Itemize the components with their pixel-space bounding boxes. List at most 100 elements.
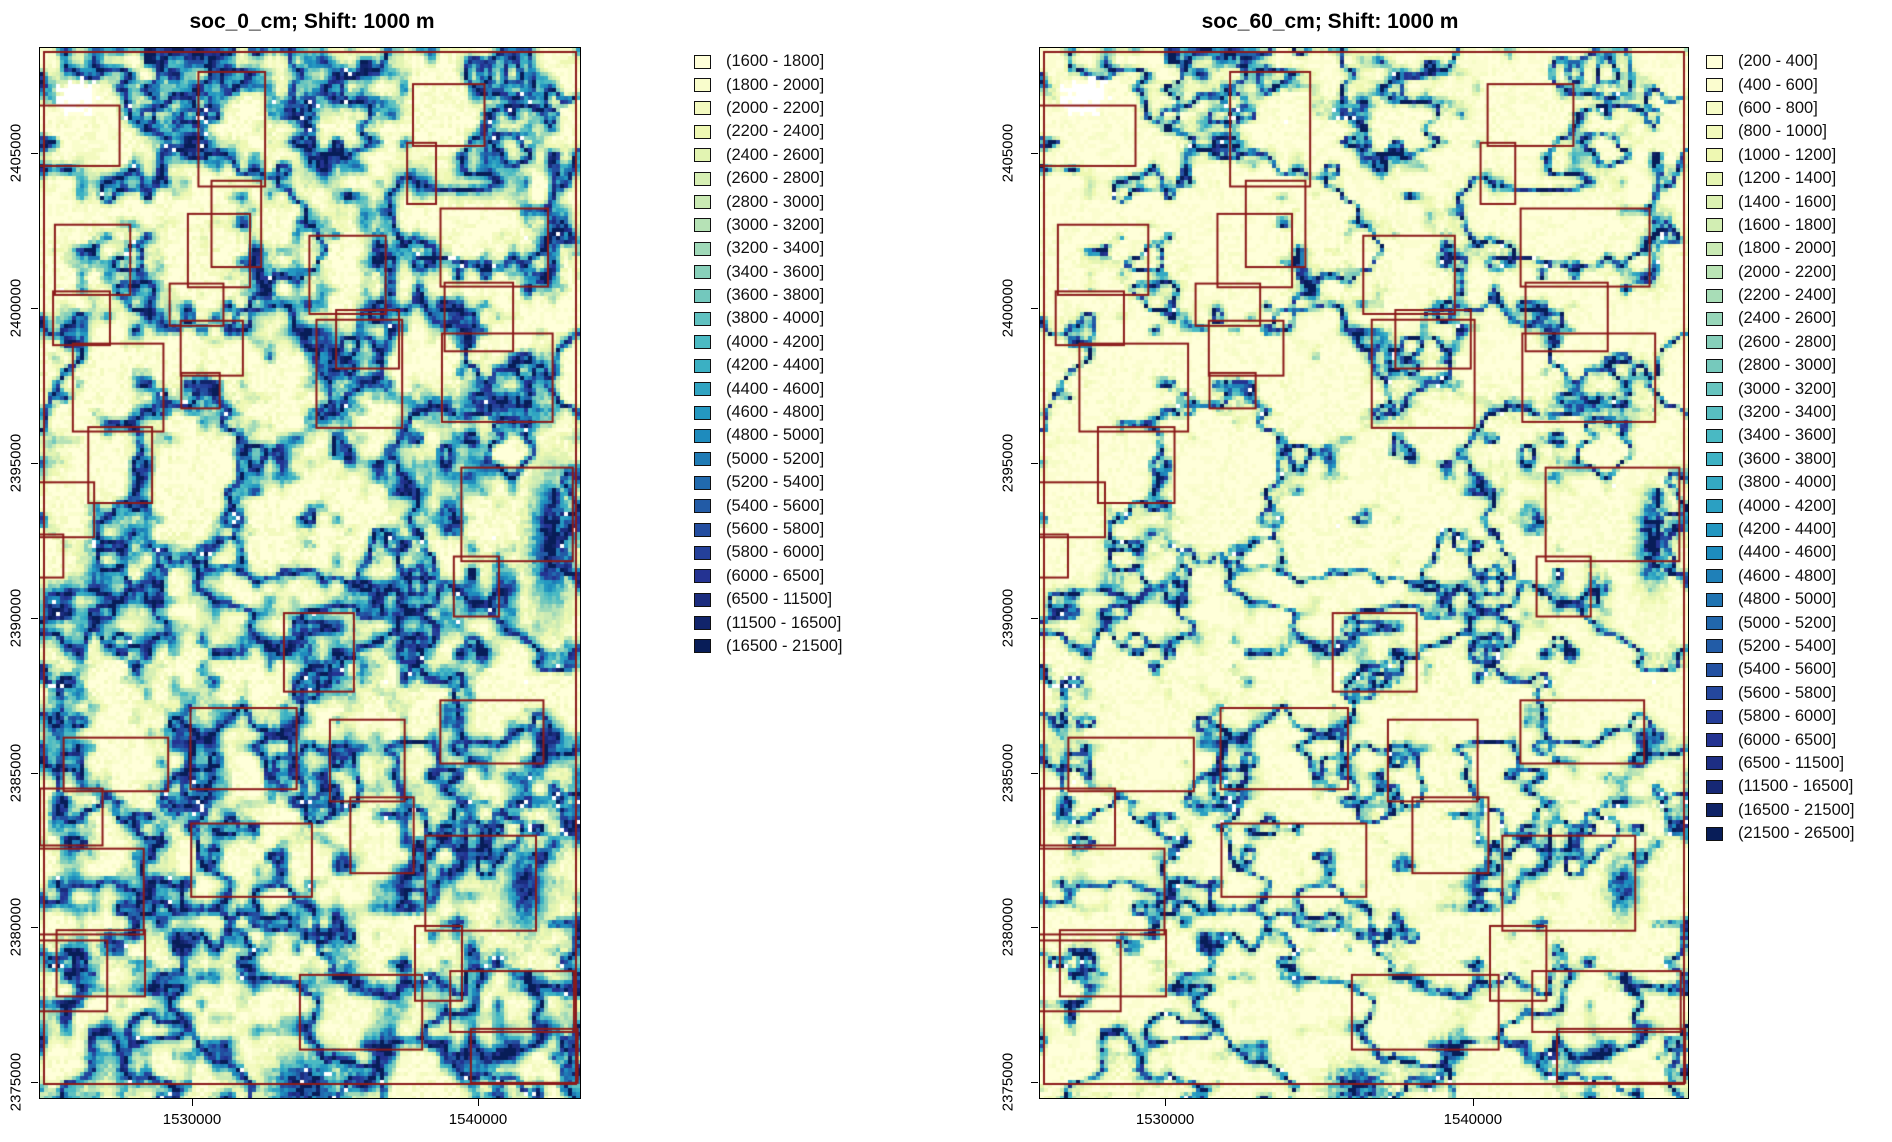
legend-entry: (1200 - 1400] [1706, 167, 1855, 190]
y-tick-label: 2380000 [7, 898, 25, 957]
legend-entry: (6500 - 11500] [694, 588, 843, 611]
legend-swatch [694, 195, 711, 210]
legend-label: (4800 - 5000] [726, 426, 825, 445]
legend-swatch [1706, 101, 1723, 116]
legend-swatch [1706, 358, 1723, 373]
legend-entry: (3400 - 3600] [1706, 424, 1855, 447]
legend-entry: (5800 - 6000] [694, 541, 843, 564]
legend-swatch [694, 545, 711, 560]
legend-label: (3600 - 3800] [1738, 449, 1837, 468]
legend-label: (5800 - 6000] [726, 543, 825, 562]
legend-label: (2200 - 2400] [726, 122, 825, 141]
legend-entry: (400 - 600] [1706, 73, 1855, 96]
legend-entry: (5200 - 5400] [1706, 635, 1855, 658]
legend-label: (2600 - 2800] [726, 169, 825, 188]
x-tick-label: 1530000 [162, 1111, 222, 1128]
y-tick-mark [31, 617, 38, 619]
x-tick-mark [192, 1099, 193, 1106]
legend-entry: (4800 - 5000] [1706, 588, 1855, 611]
raster-map [1040, 48, 1688, 1098]
legend-entry: (5600 - 5800] [694, 518, 843, 541]
legend-label: (2400 - 2600] [726, 145, 825, 164]
legend-label: (5400 - 5600] [726, 496, 825, 515]
legend-entry: (3400 - 3600] [694, 261, 843, 284]
legend-entry: (5400 - 5600] [1706, 658, 1855, 681]
legend-entry: (2400 - 2600] [694, 144, 843, 167]
legend-entry: (3800 - 4000] [694, 307, 843, 330]
legend-label: (2200 - 2400] [1738, 286, 1837, 305]
map-frame [1039, 47, 1689, 1099]
legend-label: (3800 - 4000] [1738, 473, 1837, 492]
y-tick-mark [31, 307, 38, 309]
legend-label: (16500 - 21500] [726, 636, 843, 655]
y-tick-mark [31, 462, 38, 464]
legend-label: (800 - 1000] [1738, 122, 1827, 141]
legend-label: (3800 - 4000] [726, 309, 825, 328]
legend-label: (4400 - 4600] [726, 379, 825, 398]
legend-label: (1200 - 1400] [1738, 169, 1837, 188]
y-tick-mark [1031, 1082, 1038, 1084]
legend-label: (6500 - 11500] [726, 590, 833, 609]
legend-entry: (5000 - 5200] [694, 448, 843, 471]
legend-swatch [1706, 171, 1723, 186]
legend-entry: (3200 - 3400] [1706, 401, 1855, 424]
legend-label: (1800 - 2000] [1738, 239, 1837, 258]
legend-label: (1600 - 1800] [726, 52, 825, 71]
legend-swatch [694, 101, 711, 116]
legend-swatch [1706, 335, 1723, 350]
legend-swatch [1706, 545, 1723, 560]
legend-label: (3600 - 3800] [726, 286, 825, 305]
legend-label: (600 - 800] [1738, 98, 1818, 117]
legend-swatch [694, 499, 711, 514]
legend-label: (4400 - 4600] [1738, 543, 1837, 562]
legend-entry: (21500 - 26500] [1706, 822, 1855, 845]
legend-label: (1000 - 1200] [1738, 145, 1837, 164]
legend-label: (400 - 600] [1738, 75, 1818, 94]
legend-entry: (1600 - 1800] [694, 50, 843, 73]
legend-entry: (3200 - 3400] [694, 237, 843, 260]
legend-swatch [1706, 195, 1723, 210]
legend-label: (1600 - 1800] [1738, 215, 1837, 234]
legend-swatch [1706, 709, 1723, 724]
legend-entry: (4800 - 5000] [694, 424, 843, 447]
legend-entry: (6500 - 11500] [1706, 752, 1855, 775]
x-tick-label: 1540000 [448, 1111, 508, 1128]
legend-swatch [694, 428, 711, 443]
legend-swatch [694, 311, 711, 326]
legend-label: (5600 - 5800] [726, 520, 825, 538]
legend-label: (4200 - 4400] [1738, 520, 1837, 538]
legend-label: (3200 - 3400] [726, 239, 825, 258]
x-tick-label: 1540000 [1443, 1111, 1503, 1128]
legend-swatch [1706, 78, 1723, 93]
legend-label: (4800 - 5000] [1738, 590, 1837, 609]
legend-swatch [1706, 218, 1723, 233]
legend-swatch [1706, 428, 1723, 443]
legend-entry: (16500 - 21500] [1706, 799, 1855, 822]
legend-swatch [1706, 382, 1723, 397]
legend-swatch [694, 569, 711, 584]
legend-entry: (800 - 1000] [1706, 120, 1855, 143]
legend-entry: (6000 - 6500] [1706, 728, 1855, 751]
legend-swatch [1706, 756, 1723, 771]
y-tick-label: 2390000 [7, 588, 25, 647]
legend-entry: (3600 - 3800] [1706, 448, 1855, 471]
legend-swatch [1706, 405, 1723, 420]
legend-entry: (1400 - 1600] [1706, 190, 1855, 213]
legend-label: (4200 - 4400] [726, 356, 825, 375]
y-tick-mark [1031, 307, 1038, 309]
legend-entry: (4000 - 4200] [1706, 494, 1855, 517]
legend-swatch [1706, 124, 1723, 139]
y-tick-label: 2405000 [7, 123, 25, 183]
legend-label: (5400 - 5600] [1738, 660, 1837, 679]
legend-swatch [694, 148, 711, 163]
legend-entry: (4600 - 4800] [1706, 565, 1855, 588]
legend-entry: (2200 - 2400] [1706, 284, 1855, 307]
legend-swatch [1706, 241, 1723, 256]
legend-entry: (4400 - 4600] [694, 377, 843, 400]
legend-label: (3400 - 3600] [726, 262, 825, 281]
legend-swatch [1706, 779, 1723, 794]
legend-swatch [1706, 522, 1723, 537]
y-tick-label: 2375000 [7, 1053, 25, 1112]
x-tick-mark [1165, 1099, 1167, 1106]
